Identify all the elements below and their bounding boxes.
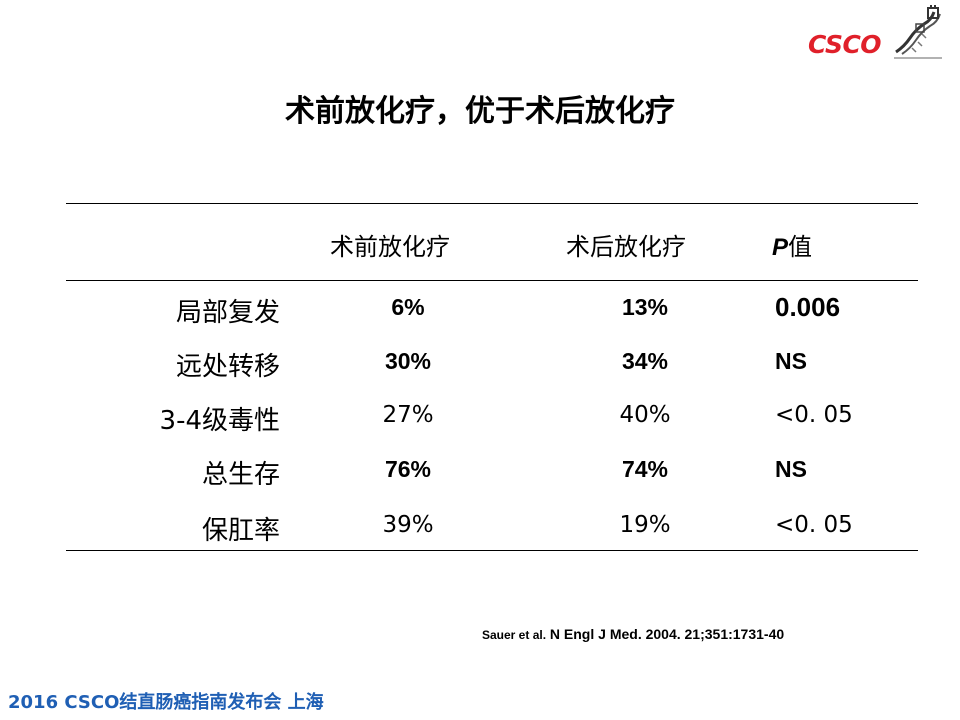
cell-preop: 27% [382,402,434,428]
header-p-suffix: 值 [788,233,813,261]
cell-postop: 74% [621,456,669,482]
cell-preop: 76% [384,456,432,482]
row-label: 远处转移 [175,352,280,382]
header-p-letter: P [772,234,789,261]
header-p-value: P值 [772,227,852,262]
table-row: 远处转移 30% 34% NS [0,346,960,386]
table-top-rule [66,203,918,204]
cell-preop: 39% [382,512,434,538]
cell-postop: 13% [621,294,669,320]
table-row: 3-4级毒性 27% 40% <0. 05 [0,400,960,440]
table-row: 保肛率 39% 19% <0. 05 [0,510,960,550]
table-header-rule [66,280,918,281]
cell-postop: 19% [619,512,671,538]
table-row: 总生存 76% 74% NS [0,454,960,494]
cell-p: <0. 05 [775,402,853,428]
cell-postop: 40% [619,402,671,428]
table-bottom-rule [66,550,918,551]
row-label: 总生存 [201,460,280,490]
citation-authors: Sauer et al. [482,628,547,642]
header-preop: 术前放化疗 [330,233,450,261]
great-wall-icon [894,5,942,59]
footer-event: 2016 CSCO结直肠癌指南发布会 上海 [8,692,324,713]
table-row: 局部复发 6% 13% 0.006 [0,292,960,332]
cell-p: <0. 05 [775,512,853,538]
row-label: 保肛率 [201,516,280,546]
cell-postop: 34% [621,348,669,374]
cell-preop: 6% [391,294,425,320]
cell-p: 0.006 [775,292,841,322]
citation: Sauer et al. N Engl J Med. 2004. 21;351:… [482,626,784,642]
csco-logo-text: CSCO [808,30,882,59]
header-postop: 术后放化疗 [566,233,686,261]
cell-p: NS [775,456,807,482]
cell-preop: 30% [384,348,432,374]
row-label: 局部复发 [175,298,280,328]
row-label: 3-4级毒性 [159,406,280,436]
csco-logo: CSCO [806,4,946,60]
page-title: 术前放化疗，优于术后放化疗 [285,94,675,129]
citation-reference: N Engl J Med. 2004. 21;351:1731-40 [546,626,785,642]
cell-p: NS [775,348,807,374]
